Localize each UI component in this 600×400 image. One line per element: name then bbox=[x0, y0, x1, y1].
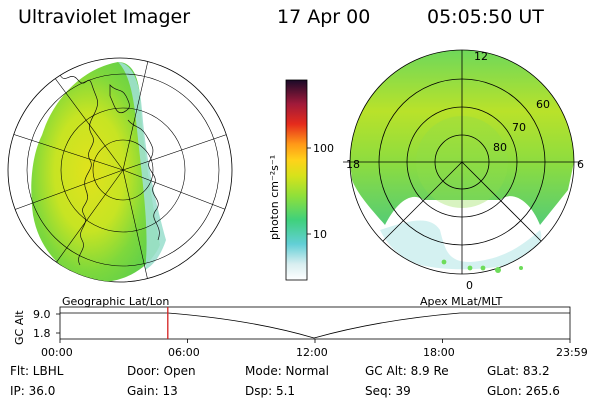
emission-dot bbox=[495, 267, 501, 273]
diffuse-emission bbox=[380, 220, 542, 270]
altitude-curve bbox=[60, 312, 570, 339]
emission-dot bbox=[519, 266, 523, 270]
date-label: 17 Apr 00 bbox=[277, 6, 371, 28]
timeline-x-tick: 00:00 bbox=[41, 346, 73, 359]
mode-value: Mode: Normal bbox=[245, 364, 329, 378]
polar-plot: 12 18 6 0 60 70 80 bbox=[343, 49, 584, 292]
door-value: Door: Open bbox=[127, 364, 196, 378]
mlt-label-12: 12 bbox=[474, 50, 488, 63]
geographic-map bbox=[7, 57, 233, 283]
mlat-label-80: 80 bbox=[493, 141, 507, 154]
timeline-y-title: GC Alt bbox=[13, 310, 26, 345]
timeline-y-tick-9: 9.0 bbox=[33, 308, 51, 321]
timeline-x-tick: 23:59 bbox=[556, 346, 588, 359]
timeline-x-tick: 12:00 bbox=[296, 346, 328, 359]
emission-dot bbox=[480, 265, 486, 271]
mlat-label-70: 70 bbox=[512, 121, 526, 134]
app-title: Ultraviolet Imager bbox=[18, 6, 191, 28]
colorbar-unit-label: photon cm⁻²s⁻¹ bbox=[268, 155, 281, 240]
seq-value: Seq: 39 bbox=[365, 384, 411, 398]
auroral-emission bbox=[31, 62, 160, 282]
glon-value: GLon: 265.6 bbox=[487, 384, 560, 398]
timeline-x-tick: 06:00 bbox=[168, 346, 200, 359]
info-panel: Flt: LBHL Door: Open Mode: Normal GC Alt… bbox=[10, 364, 560, 398]
time-label: 05:05:50 UT bbox=[427, 6, 544, 28]
right-map-label: Apex MLat/MLT bbox=[420, 295, 503, 308]
mlt-label-18: 18 bbox=[346, 158, 360, 171]
left-map-label: Geographic Lat/Lon bbox=[62, 295, 169, 308]
colorbar-tick-100: 100 bbox=[313, 142, 334, 155]
timeline-y-tick-1-8: 1.8 bbox=[33, 327, 51, 340]
mlt-label-0: 0 bbox=[466, 279, 473, 292]
altitude-timeline: 9.0 1.8 GC Alt 00:00 06:00 12:00 18:00 2… bbox=[13, 306, 588, 359]
emission-dot bbox=[467, 265, 473, 271]
colorbar-tick-10: 10 bbox=[313, 228, 327, 241]
mlat-label-60: 60 bbox=[536, 98, 550, 111]
flt-value: Flt: LBHL bbox=[10, 364, 64, 378]
coastline bbox=[109, 84, 130, 114]
mlt-label-6: 6 bbox=[577, 158, 584, 171]
emission-dot bbox=[441, 259, 447, 265]
coastline bbox=[127, 119, 160, 241]
ip-value: IP: 36.0 bbox=[10, 384, 55, 398]
timeline-frame bbox=[59, 306, 571, 340]
timeline-x-tick: 18:00 bbox=[423, 346, 455, 359]
gain-value: Gain: 13 bbox=[127, 384, 178, 398]
gc-alt-value: GC Alt: 8.9 Re bbox=[365, 364, 449, 378]
color-bar: 100 10 photon cm⁻²s⁻¹ bbox=[268, 79, 334, 281]
dsp-value: Dsp: 5.1 bbox=[245, 384, 295, 398]
glat-value: GLat: 83.2 bbox=[487, 364, 550, 378]
